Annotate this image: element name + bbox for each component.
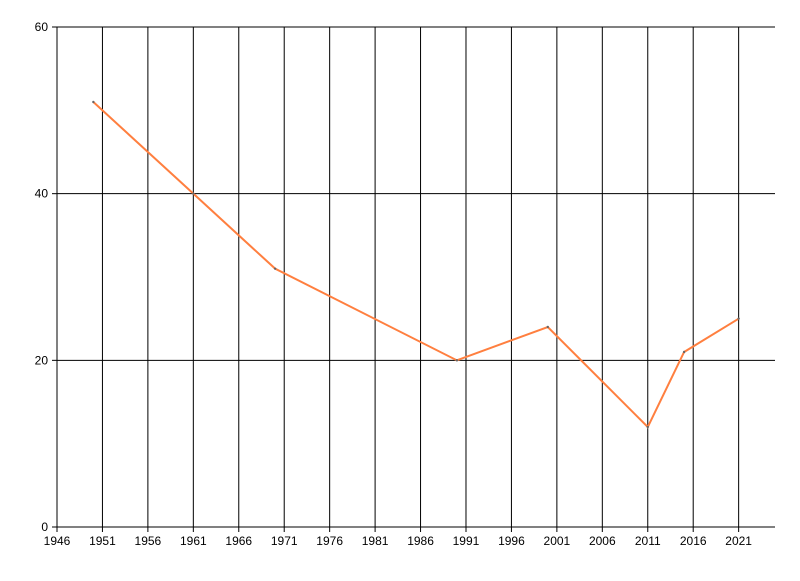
x-tick-label: 1946 (44, 534, 71, 548)
x-tick-label: 1986 (407, 534, 434, 548)
x-tick-label: 1956 (135, 534, 162, 548)
y-tick-label: 60 (35, 20, 49, 34)
x-tick-label: 2001 (544, 534, 571, 548)
data-point (737, 317, 740, 320)
x-tick-label: 1981 (362, 534, 389, 548)
y-tick-label: 40 (35, 187, 49, 201)
y-tick-label: 0 (41, 520, 48, 534)
data-point (682, 350, 686, 354)
x-tick-label: 1971 (271, 534, 298, 548)
x-tick-label: 2021 (725, 534, 752, 548)
x-tick-label: 1966 (225, 534, 252, 548)
x-tick-label: 1961 (180, 534, 207, 548)
x-tick-label: 1976 (316, 534, 343, 548)
y-tick-label: 20 (35, 353, 49, 367)
x-tick-label: 1951 (89, 534, 116, 548)
series-line (92, 101, 740, 429)
data-point (455, 359, 459, 362)
x-tick-label: 2006 (589, 534, 616, 548)
x-tick-label: 2016 (680, 534, 707, 548)
x-tick-label: 1996 (498, 534, 525, 548)
x-tick-label: 2011 (635, 534, 661, 548)
data-point (192, 192, 195, 195)
x-tick-label: 1991 (453, 534, 480, 548)
data-point (546, 325, 549, 329)
data-point (92, 100, 95, 104)
data-point (646, 425, 649, 429)
data-point (273, 267, 277, 270)
